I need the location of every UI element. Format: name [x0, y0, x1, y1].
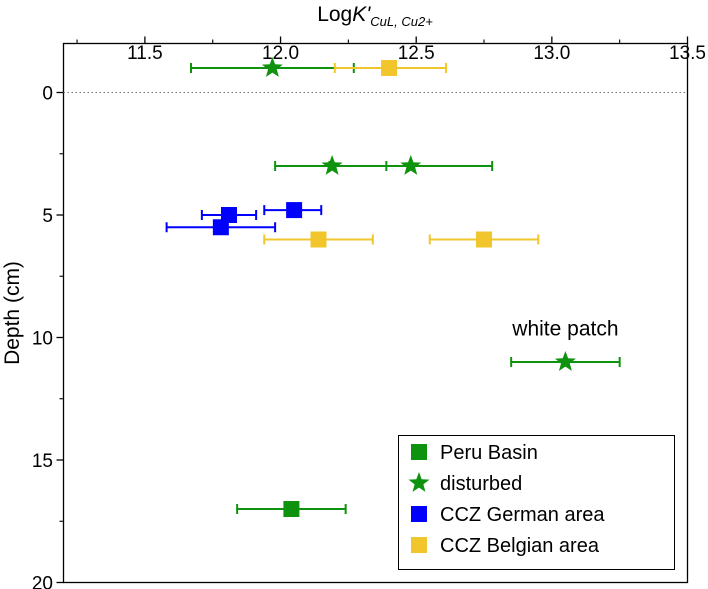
x-tick-label: 13.5	[669, 43, 706, 64]
y-tick-label: 5	[42, 206, 53, 227]
legend-label: CCZ German area	[440, 504, 605, 526]
data-marks	[165, 57, 621, 517]
ccz-belgian-area-point	[310, 231, 327, 248]
legend-box	[398, 435, 675, 570]
legend-marker	[411, 444, 427, 460]
axis-ticks: 11.5 12.0 12.5 13.0 13.5 0 5 10 15 20	[32, 36, 706, 589]
ccz-german-area-point	[286, 202, 303, 219]
legend: Peru Basin disturbed CCZ German area CCZ B…	[398, 435, 675, 570]
y-tick-label: 10	[32, 329, 53, 350]
ccz-belgian-area-point	[381, 60, 398, 76]
disturbed-point	[554, 351, 576, 371]
white-patch-annotation: white patch	[511, 318, 618, 341]
annotations: white patch	[511, 318, 618, 341]
ccz-german-area-point	[212, 219, 229, 236]
x-tick-label: 12.5	[398, 43, 435, 64]
disturbed-point	[321, 155, 343, 175]
legend-label: Peru Basin	[440, 442, 538, 464]
ccz-german-area-point	[220, 207, 237, 223]
disturbed-point	[261, 57, 283, 77]
plot-frame	[62, 42, 689, 584]
legend-marker	[411, 506, 427, 522]
legend-marker	[411, 537, 427, 553]
disturbed-point	[400, 155, 422, 175]
y-tick-label: 20	[32, 574, 53, 589]
x-tick-label: 11.5	[127, 43, 163, 64]
ccz-belgian-area-point	[476, 231, 493, 248]
y-tick-label: 0	[42, 84, 53, 105]
x-axis-title-subscript: CuL, Cu2+	[370, 14, 433, 29]
x-tick-label: 12.0	[262, 43, 299, 64]
y-tick-label: 15	[32, 451, 53, 472]
legend-label: disturbed	[440, 473, 522, 495]
x-tick-label: 13.0	[533, 43, 570, 64]
peru-basin-point	[283, 501, 300, 517]
x-axis-title: LogK'CuL, Cu2+	[317, 3, 433, 29]
legend-label: CCZ Belgian area	[440, 535, 600, 557]
legend-marker	[408, 472, 430, 492]
x-axis-title-prefix: Log	[317, 3, 352, 26]
y-axis-title: Depth (cm)	[1, 261, 24, 365]
x-axis-title-italic: K'	[352, 3, 371, 26]
